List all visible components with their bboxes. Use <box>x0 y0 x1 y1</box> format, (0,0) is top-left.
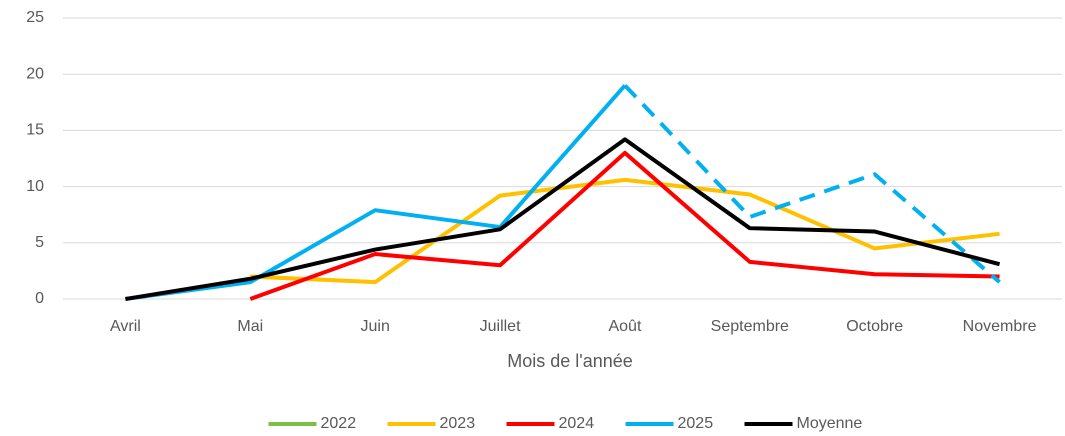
legend-label: 2023 <box>440 415 476 432</box>
legend-label: 2024 <box>559 415 595 432</box>
x-tick-label: Avril <box>110 318 141 335</box>
x-axis-title: Mois de l'année <box>507 351 633 371</box>
x-tick-label: Novembre <box>963 318 1037 335</box>
x-tick-label: Septembre <box>711 318 789 335</box>
line <box>250 177 1000 285</box>
x-tick-label: Juillet <box>480 318 521 335</box>
line-dashed <box>623 84 1001 284</box>
y-tick-label: 20 <box>26 65 44 82</box>
line <box>249 150 1000 301</box>
legend-label: 2022 <box>321 415 357 432</box>
line <box>125 137 1001 301</box>
x-tick-label: Juin <box>361 318 390 335</box>
y-tick-label: 25 <box>26 9 44 26</box>
y-tick-label: 10 <box>26 178 44 195</box>
y-tick-label: 5 <box>35 234 44 251</box>
x-tick-label: Octobre <box>846 318 903 335</box>
x-tick-label: Août <box>608 318 641 335</box>
legend-label: Moyenne <box>797 415 863 432</box>
x-tick-label: Mai <box>237 318 263 335</box>
y-tick-label: 0 <box>35 290 44 307</box>
y-tick-label: 15 <box>26 122 44 139</box>
line <box>125 84 627 301</box>
legend-label: 2025 <box>678 415 714 432</box>
